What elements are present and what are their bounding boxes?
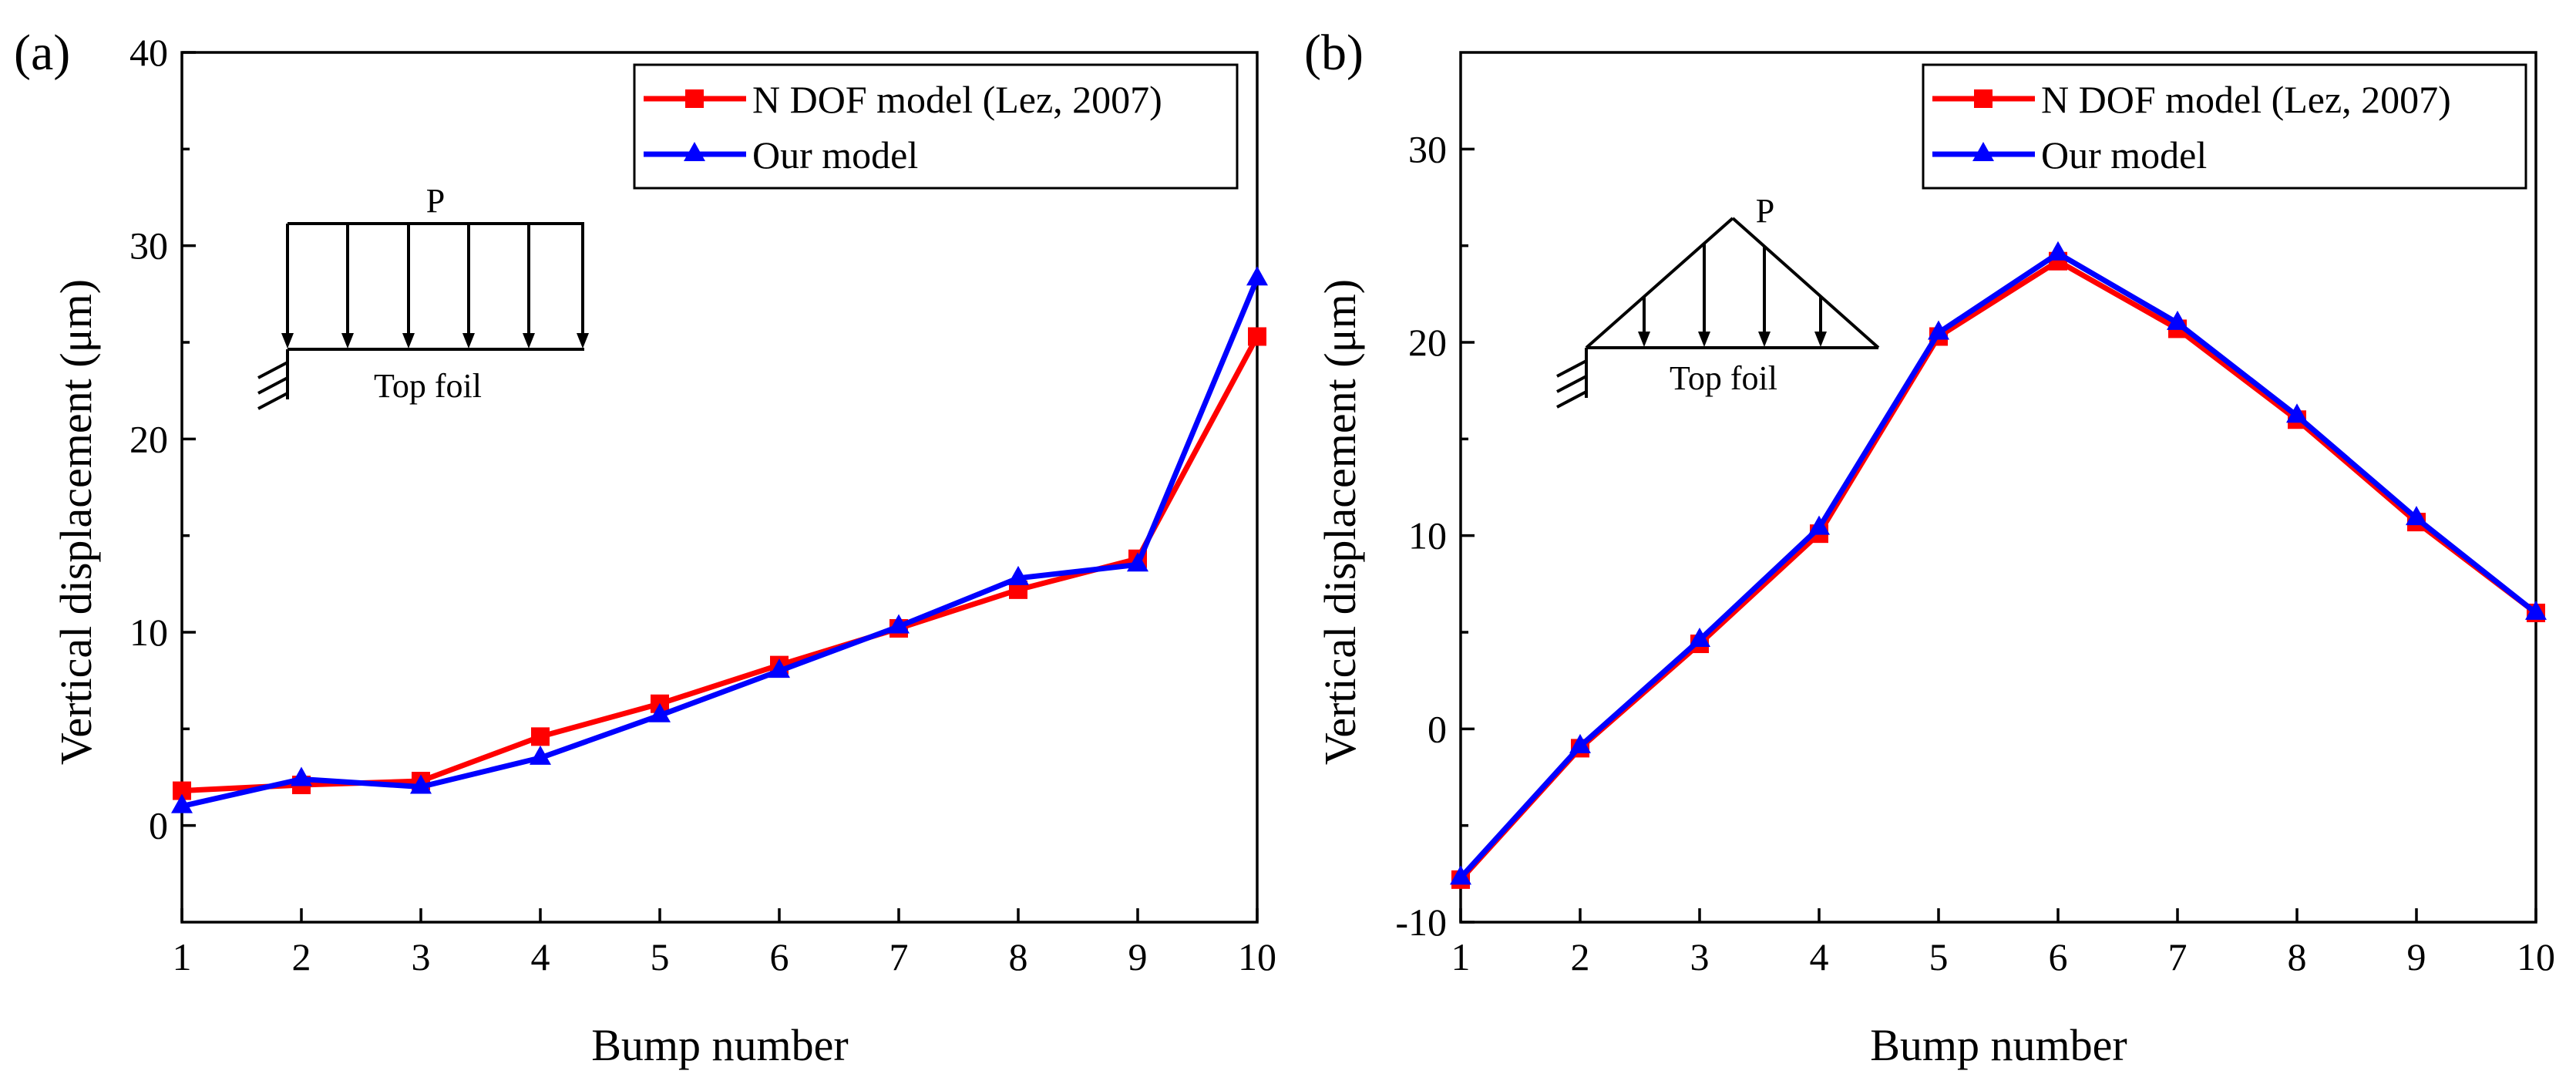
y-tick-label-b: 20	[1408, 321, 1447, 364]
x-tick-label-b: 5	[1929, 935, 1949, 978]
x-tick-label-a: 3	[412, 935, 431, 978]
inset-foil-label-b: Top foil	[1670, 359, 1777, 397]
inset-diagram-a: P Top foil	[257, 182, 589, 410]
x-tick-label-b: 8	[2288, 935, 2307, 978]
data-point-b-1-10	[2525, 600, 2547, 620]
data-point-a-1-3	[410, 774, 432, 794]
x-tick-label-b: 6	[2049, 935, 2068, 978]
x-tick-label-a: 7	[889, 935, 909, 978]
chart-panel-b: (b) 1 2 3 4 5 6 7 8 9 10 -10 0 10 20 30 P Top foil	[1304, 25, 2555, 1070]
y-axis-title-a: Vertical displacement (μm)	[51, 279, 101, 765]
series-line-a-0	[181, 335, 1260, 793]
y-tick-label-a: 0	[149, 804, 168, 847]
x-tick-label-a: 9	[1128, 935, 1148, 978]
data-point-b-1-2	[1569, 733, 1591, 753]
y-axis-title-b: Vertical displacement (μm)	[1315, 279, 1365, 765]
y-tick-label-b: 10	[1408, 514, 1447, 557]
plot-frame-b	[1459, 51, 2537, 924]
x-tick-label-b: 3	[1690, 935, 1710, 978]
series-line-b-0	[1458, 258, 2538, 882]
x-tick-label-b: 2	[1571, 935, 1590, 978]
plot-frame-a	[180, 51, 1259, 924]
y-tick-label-a: 10	[129, 611, 168, 654]
data-point-b-1-3	[1689, 628, 1710, 648]
legend-b: N DOF model (Lez, 2007) Our model	[1922, 63, 2527, 190]
panel-label-a: (a)	[14, 25, 70, 81]
legend-marker-a-0	[685, 89, 704, 108]
y-tick-label-a: 30	[129, 224, 168, 268]
inset-load-label-a: P	[426, 182, 445, 220]
data-point-a-1-4	[530, 745, 551, 765]
plot-area-b: 1 2 3 4 5 6 7 8 9 10 -10 0 10 20 30	[1395, 51, 2555, 978]
legend-label-b-0: N DOF model (Lez, 2007)	[2041, 78, 2451, 121]
y-tick-label-a: 20	[129, 417, 168, 460]
x-tick-label-b: 4	[1810, 935, 1829, 978]
inset-diagram-b: P Top foil	[1556, 192, 1880, 409]
plot-area-a: 1 2 3 4 5 6 7 8 9 10 0 10 20 30 40	[129, 31, 1276, 978]
x-tick-label-b: 1	[1451, 935, 1471, 978]
series-line-a-1	[181, 277, 1260, 810]
legend-a: N DOF model (Lez, 2007) Our model	[633, 63, 1239, 190]
data-point-b-1-6	[2047, 241, 2069, 261]
x-tick-label-a: 8	[1009, 935, 1028, 978]
y-tick-label-b: -10	[1395, 901, 1447, 944]
data-point-b-1-7	[2167, 310, 2188, 330]
legend-label-a-1: Our model	[752, 133, 918, 177]
x-axis-title-a: Bump number	[591, 1020, 848, 1070]
y-tick-label-a: 40	[129, 31, 168, 74]
data-point-a-1-9	[1127, 552, 1148, 572]
legend-label-a-0: N DOF model (Lez, 2007)	[752, 78, 1162, 121]
data-point-a-1-2	[291, 766, 312, 786]
data-point-a-1-8	[1007, 565, 1029, 585]
panel-label-b: (b)	[1304, 25, 1364, 81]
data-point-b-1-1	[1450, 865, 1471, 885]
x-tick-label-b: 10	[2517, 935, 2555, 978]
data-point-a-1-10	[1246, 266, 1268, 286]
x-tick-label-a: 5	[651, 935, 670, 978]
x-tick-label-b: 7	[2168, 935, 2188, 978]
legend-label-b-1: Our model	[2041, 133, 2207, 177]
legend-marker-b-1	[1972, 142, 1994, 161]
data-point-b-1-9	[2406, 506, 2427, 526]
data-point-a-1-1	[171, 793, 193, 813]
data-point-b-1-4	[1808, 515, 1830, 535]
x-tick-label-b: 9	[2407, 935, 2426, 978]
inset-foil-label-a: Top foil	[374, 367, 482, 405]
data-point-b-1-8	[2286, 403, 2308, 423]
data-point-a-1-6	[768, 658, 790, 679]
data-point-a-1-5	[649, 702, 671, 722]
series-line-b-1	[1458, 251, 2538, 880]
data-point-a-1-7	[888, 614, 910, 634]
data-point-b-1-5	[1928, 320, 1949, 340]
x-tick-label-a: 2	[292, 935, 311, 978]
legend-marker-a-1	[684, 142, 705, 161]
x-tick-label-a: 6	[770, 935, 789, 978]
x-axis-title-b: Bump number	[1870, 1020, 2127, 1070]
data-point-a-0-1	[173, 781, 191, 800]
x-tick-label-a: 10	[1238, 935, 1276, 978]
x-tick-label-a: 1	[173, 935, 192, 978]
legend-marker-b-0	[1974, 89, 1993, 108]
data-point-a-0-10	[1248, 327, 1266, 346]
y-tick-label-b: 30	[1408, 127, 1447, 170]
inset-load-label-b: P	[1756, 192, 1774, 230]
x-tick-label-a: 4	[531, 935, 550, 978]
y-tick-label-b: 0	[1428, 707, 1447, 750]
data-point-a-0-4	[531, 727, 550, 746]
chart-panel-a: (a) 1 2 3 4 5 6 7 8 9 10 0 10 20 30 40	[14, 25, 1276, 1070]
